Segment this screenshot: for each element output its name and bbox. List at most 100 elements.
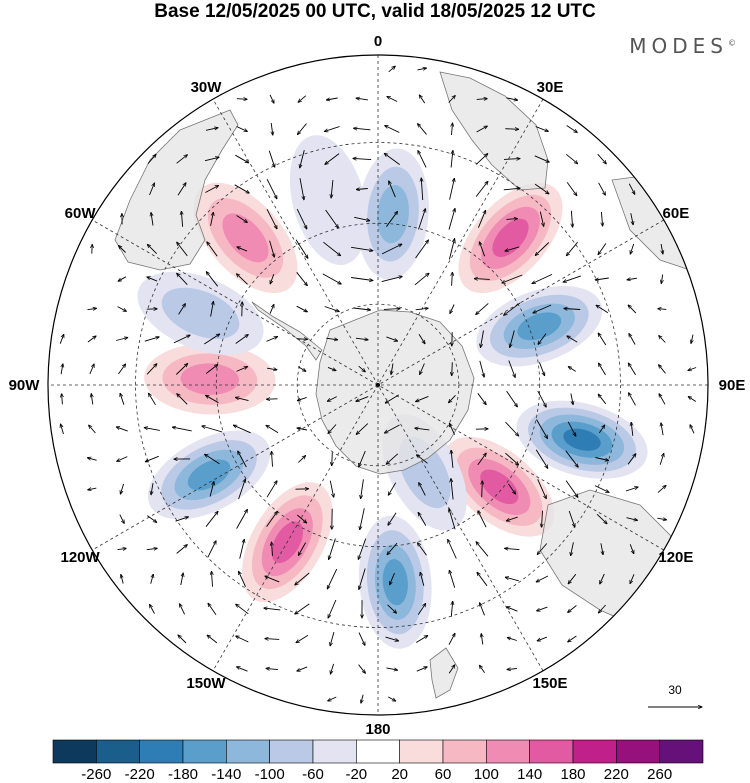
wind-vector: [418, 124, 427, 135]
wind-vector: [235, 335, 249, 344]
wind-vector: [505, 421, 518, 436]
wind-vector: [89, 425, 96, 434]
wind-vector: [452, 272, 453, 286]
wind-vector: [505, 452, 518, 465]
meridian-label: 0: [374, 33, 382, 50]
wind-vector: [235, 154, 248, 163]
wind-vector: [594, 485, 609, 493]
wind-vector: [202, 426, 223, 433]
wind-vector: [266, 337, 278, 342]
anomaly-contour: [222, 213, 269, 263]
wind-vector: [88, 488, 97, 490]
wind-vector: [207, 541, 216, 558]
wind-vector: [299, 178, 304, 200]
wind-vector: [419, 95, 426, 104]
wind-vector: [237, 667, 248, 672]
wind-vector: [537, 606, 548, 611]
wind-vector: [353, 158, 372, 159]
wind-vector: [571, 210, 572, 227]
wind-vector: [271, 122, 273, 135]
wind-vector: [359, 450, 366, 467]
wind-vector: [475, 181, 488, 197]
wind-vector: [144, 428, 160, 431]
wind-vector: [506, 516, 518, 521]
wind-vector: [449, 509, 456, 530]
wind-vector: [479, 665, 485, 674]
wind-vector: [327, 568, 338, 589]
wind-vector: [449, 178, 455, 200]
wind-vector: [448, 540, 457, 559]
meridian-label: 150W: [186, 675, 226, 692]
colorbar-tick-label: -20: [345, 766, 367, 783]
wind-vector: [237, 247, 248, 252]
wind-vector: [535, 242, 550, 256]
meridian-label: 90W: [9, 377, 41, 394]
wind-vector: [626, 517, 638, 521]
wind-vector: [330, 631, 335, 646]
wind-vector: [180, 573, 183, 586]
wind-vector: [354, 216, 370, 220]
wind-vector: [537, 479, 547, 498]
wind-vector: [117, 548, 127, 549]
wind-vector: [207, 635, 218, 644]
wind-vector: [296, 305, 308, 312]
wind-vector: [121, 575, 124, 584]
africa-land: [439, 71, 549, 191]
wind-vector: [87, 308, 97, 309]
wind-vector: [385, 394, 400, 403]
wind-vector: [322, 273, 341, 284]
colorbar-tick-label: 20: [391, 766, 408, 783]
wind-vector: [119, 514, 124, 524]
colorbar-swatch: [442, 739, 487, 764]
wind-vector: [542, 510, 543, 528]
wind-vector: [505, 129, 518, 130]
wind-vector: [328, 696, 337, 701]
wind-vector: [298, 456, 305, 463]
wind-vector: [481, 330, 484, 348]
wind-vector: [381, 276, 403, 283]
wind-vector: [690, 425, 695, 434]
wind-vector: [234, 184, 250, 193]
wind-vector: [630, 243, 635, 254]
wind-vector: [209, 482, 214, 497]
wind-vector: [388, 482, 397, 496]
wind-vector: [117, 456, 128, 462]
wind-vector: [266, 481, 277, 498]
wind-vector: [360, 508, 365, 529]
wind-vector: [296, 208, 307, 229]
wind-vector: [296, 634, 309, 642]
wind-vector: [568, 367, 576, 372]
wind-vector: [388, 696, 395, 701]
wind-vector: [206, 272, 219, 287]
wind-vector: [476, 126, 488, 133]
colorbar-swatch: [96, 739, 140, 764]
vector-reference-label: 30: [668, 683, 682, 697]
wind-vector: [358, 632, 365, 646]
anomaly-contour: [187, 459, 231, 491]
wind-vector: [91, 394, 93, 405]
wind-vector: [421, 178, 422, 201]
wind-vector: [210, 212, 214, 226]
wind-vector: [452, 362, 453, 375]
wind-vector: [361, 479, 364, 498]
wind-vector: [147, 154, 156, 164]
wind-vector: [384, 153, 400, 165]
wind-vector: [532, 273, 553, 283]
wind-vector: [177, 273, 188, 286]
colorbar-swatch: [356, 739, 400, 764]
wind-vector: [415, 636, 428, 643]
wind-vector: [566, 125, 578, 133]
chart-title: Base 12/05/2025 00 UTC, valid 18/05/2025…: [154, 1, 596, 22]
wind-vector: [358, 365, 366, 372]
colorbar-tick-label: 60: [435, 766, 452, 783]
colorbar-swatch: [226, 739, 270, 764]
anomaly-positive-11: [193, 182, 298, 294]
wind-vector: [391, 363, 393, 375]
wind-vector: [536, 575, 549, 582]
wind-vector: [236, 509, 248, 529]
wind-vector: [147, 515, 156, 523]
wind-vector: [356, 396, 369, 402]
wind-vector: [482, 481, 483, 498]
wind-vector: [659, 453, 664, 465]
anomaly-contour: [492, 218, 529, 258]
